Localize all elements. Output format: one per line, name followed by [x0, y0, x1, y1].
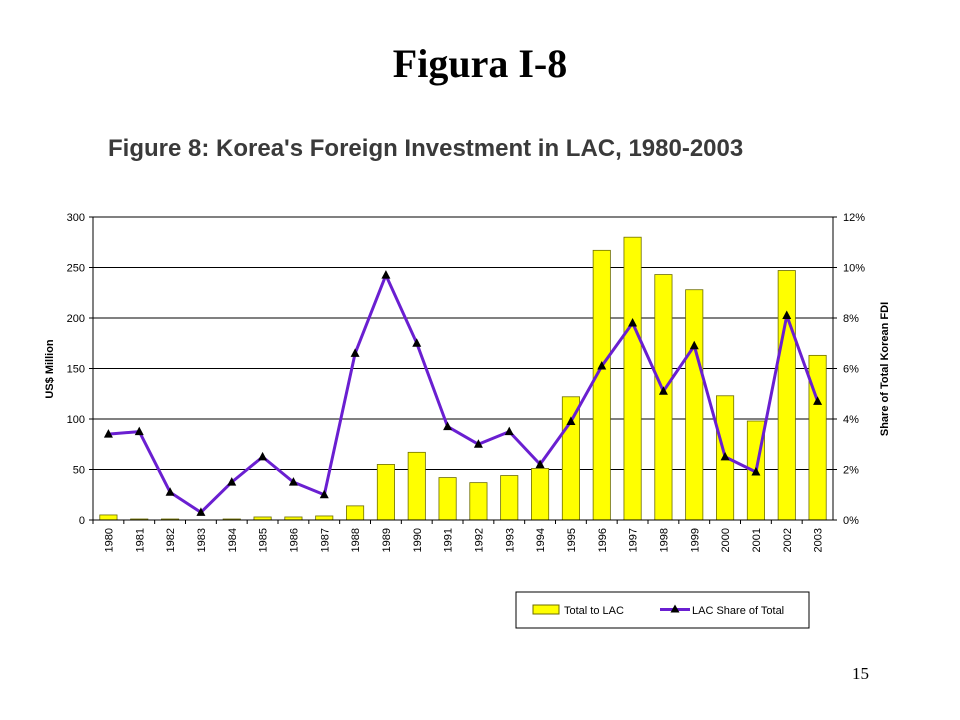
- line-marker: [813, 396, 823, 405]
- legend-swatch-bar: [532, 604, 560, 615]
- line-marker: [165, 487, 175, 496]
- y-tick-label: 0: [79, 515, 85, 527]
- x-tick-label: 1982: [165, 528, 177, 552]
- page-number: 15: [852, 664, 869, 683]
- bar: [654, 274, 673, 521]
- y-tick-label: 100: [67, 414, 85, 426]
- line-marker: [196, 507, 206, 516]
- x-tick-label: 1984: [227, 528, 239, 552]
- line-marker: [412, 338, 422, 347]
- y-tick-label: 50: [73, 465, 85, 477]
- x-tick-label: 1985: [258, 528, 270, 552]
- y-tick-label: 300: [67, 212, 85, 224]
- x-tick-label: 1991: [443, 528, 455, 552]
- y-tick-label: 200: [67, 313, 85, 325]
- plot-area: 0 50 100 150 200 250 300 0% 2% 4% 6% 8% 10% 12% 1980 19…: [67, 212, 866, 552]
- bar: [500, 475, 519, 521]
- x-tick-label: 2002: [782, 528, 794, 552]
- line-marker: [689, 340, 699, 350]
- line-marker: [504, 426, 514, 436]
- line-marker: [134, 426, 144, 436]
- y2-axis-label: Share of Total Korean FDI: [879, 302, 891, 436]
- x-tick-label: 1987: [319, 528, 331, 552]
- line-marker: [782, 310, 792, 319]
- y-axis-label: US$ Million: [44, 339, 56, 399]
- y2-tick-label: 8%: [843, 313, 859, 325]
- line-marker: [473, 439, 483, 448]
- bar: [407, 451, 426, 521]
- x-tick-label: 1993: [504, 528, 516, 552]
- x-tick-label: 1983: [196, 528, 208, 552]
- line-marker: [628, 318, 638, 327]
- bar: [469, 482, 488, 521]
- x-tick-label: 2001: [751, 528, 763, 552]
- chart-title: Figure 8: Korea's Foreign Investment in …: [108, 135, 743, 162]
- x-tick-label: 1998: [658, 528, 670, 552]
- x-tick-label: 1980: [103, 528, 115, 552]
- line-series: [108, 273, 820, 514]
- y2-tick-label: 12%: [843, 212, 865, 224]
- bar: [561, 396, 580, 521]
- line-marker: [720, 451, 730, 461]
- line-marker: [597, 360, 607, 370]
- y2-tick-label: 2%: [843, 465, 859, 477]
- y-tick-label: 250: [67, 263, 85, 275]
- line-marker: [288, 477, 298, 486]
- x-tick-label: 1988: [350, 528, 362, 552]
- bar: [346, 505, 365, 521]
- y2-tick-label: 6%: [843, 364, 859, 376]
- x-tick-label: 1994: [535, 528, 547, 552]
- line-marker: [381, 270, 391, 279]
- y2-tick-label: 10%: [843, 263, 865, 275]
- line-marker: [227, 477, 237, 486]
- bar: [531, 468, 550, 521]
- bar: [315, 515, 334, 521]
- x-tick-label: 1996: [597, 528, 609, 552]
- y2-tick-label: 0%: [843, 515, 859, 527]
- legend-marker: [670, 604, 680, 613]
- line-marker: [258, 451, 268, 461]
- line-marker: [443, 421, 453, 431]
- bar: [592, 249, 611, 521]
- x-tick-label: 1981: [134, 528, 146, 552]
- bar: [438, 477, 457, 521]
- line-marker: [535, 459, 545, 468]
- line-marker: [751, 467, 761, 476]
- slide-title: Figura I-8: [392, 41, 568, 86]
- line-marker: [103, 429, 113, 438]
- x-tick-label: 1992: [473, 528, 485, 552]
- bar: [623, 236, 642, 521]
- x-tick-label: 2000: [720, 528, 732, 552]
- legend: Total to LAC LAC Share of Total: [515, 591, 810, 629]
- bar: [376, 464, 395, 521]
- x-tick-label: 1995: [566, 528, 578, 552]
- line-marker: [350, 348, 360, 357]
- x-tick-label: 1989: [381, 528, 393, 552]
- x-tick-label: 1999: [689, 528, 701, 552]
- line-marker: [319, 489, 329, 499]
- legend-label-share: LAC Share of Total: [692, 605, 784, 617]
- x-tick-label: 1986: [288, 528, 300, 552]
- bar: [777, 270, 796, 521]
- line-marker: [566, 416, 576, 426]
- legend-label-total: Total to LAC: [564, 605, 624, 617]
- x-tick-label: 1990: [412, 528, 424, 552]
- x-tick-label: 2003: [813, 528, 825, 552]
- y2-tick-label: 4%: [843, 414, 859, 426]
- x-tick-label: 1997: [628, 528, 640, 552]
- line-marker: [658, 386, 668, 395]
- bar: [685, 289, 704, 521]
- bar: [99, 514, 118, 521]
- y-tick-label: 150: [67, 364, 85, 376]
